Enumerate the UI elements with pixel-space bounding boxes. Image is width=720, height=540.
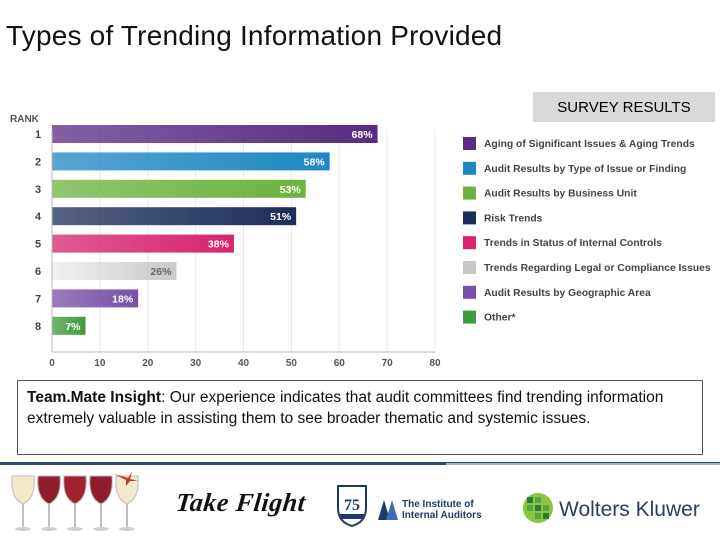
rank-label: 2: [35, 156, 41, 168]
x-tick-label: 10: [94, 358, 106, 369]
rank-label: 6: [35, 266, 41, 278]
rank-label: 1: [35, 129, 41, 141]
legend-swatch: [463, 310, 476, 324]
legend-label: Risk Trends: [484, 213, 543, 224]
x-tick-label: 60: [334, 358, 346, 369]
x-tick-label: 40: [238, 358, 250, 369]
x-tick-label: 70: [382, 358, 394, 369]
bar: [52, 152, 330, 171]
trending-bar-chart: 68% 58% 53% 51% 38% 26% 18% 7% RANK 0 10 20 30 40 50 6…: [10, 114, 711, 369]
rank-label: 3: [35, 184, 41, 196]
bar-value-label: 58%: [304, 156, 326, 168]
rank-header: RANK: [10, 114, 40, 125]
legend-swatch: [463, 211, 476, 225]
wine-glasses-icon: [11, 472, 139, 531]
legend-label: Audit Results by Geographic Area: [484, 288, 651, 299]
rank-label: 4: [35, 211, 42, 223]
wolters-kluwer-logo-icon: [523, 493, 553, 523]
legend-label: Aging of Significant Issues & Aging Tren…: [484, 139, 695, 150]
footer-logos: Take Flight 75 The Institute of Internal…: [0, 466, 720, 540]
iia-line-1: The Institute of: [402, 499, 474, 510]
legend-swatch: [463, 285, 476, 299]
seal-number: 75: [344, 497, 360, 514]
iia-75-seal-icon: 75: [337, 485, 367, 528]
page-title: Types of Trending Information Provided: [6, 20, 503, 51]
x-tick-label: 30: [190, 358, 202, 369]
x-tick-label: 80: [429, 358, 441, 369]
bar: [52, 125, 378, 143]
bar: [52, 179, 306, 198]
bar-value-label: 18%: [112, 293, 134, 305]
bar-value-label: 68%: [352, 129, 374, 141]
legend-label: Audit Results by Business Unit: [484, 189, 637, 200]
bar-value-label: 53%: [280, 184, 302, 196]
bar: [52, 289, 139, 308]
x-tick-label: 20: [142, 358, 154, 369]
legend-swatch: [463, 161, 476, 175]
insight-box: Team.Mate Insight: Our experience indica…: [17, 380, 703, 455]
bar-value-label: 7%: [65, 321, 81, 333]
bar-value-label: 51%: [270, 211, 292, 223]
wolters-kluwer-name: Wolters Kluwer: [559, 498, 700, 521]
legend-label: Other*: [484, 313, 515, 324]
bar: [52, 262, 177, 280]
footer-divider: [0, 462, 720, 465]
legend-swatch: [463, 137, 476, 150]
rank-label: 8: [35, 321, 41, 333]
survey-results-badge: SURVEY RESULTS: [533, 92, 715, 122]
bar-value-label: 38%: [208, 239, 230, 251]
legend-swatch: [463, 261, 476, 274]
x-tick-label: 0: [49, 358, 55, 369]
legend-label: Trends Regarding Legal or Compliance Iss…: [484, 263, 711, 274]
insight-label: Team.Mate Insight: [27, 389, 162, 406]
legend-swatch: [463, 186, 476, 200]
rank-label: 7: [35, 293, 41, 305]
iia-line-2: Internal Auditors: [402, 510, 482, 521]
bar-value-label: 26%: [150, 266, 172, 278]
legend-label: Trends in Status of Internal Controls: [484, 238, 662, 249]
footer-divider-accent: [446, 463, 720, 465]
insight-text: : Our experience indicates that audit co…: [27, 389, 664, 427]
legend-swatch: [463, 236, 476, 250]
x-tick-label: 50: [286, 358, 298, 369]
iia-logo-icon: [378, 500, 398, 520]
rank-label: 5: [35, 239, 41, 251]
take-flight-logo: Take Flight: [174, 488, 308, 517]
bar: [52, 207, 297, 226]
iia-name: The Institute of Internal Auditors: [402, 499, 482, 521]
bar: [52, 316, 86, 335]
bar: [52, 234, 234, 253]
legend-label: Audit Results by Type of Issue or Findin…: [484, 164, 686, 175]
